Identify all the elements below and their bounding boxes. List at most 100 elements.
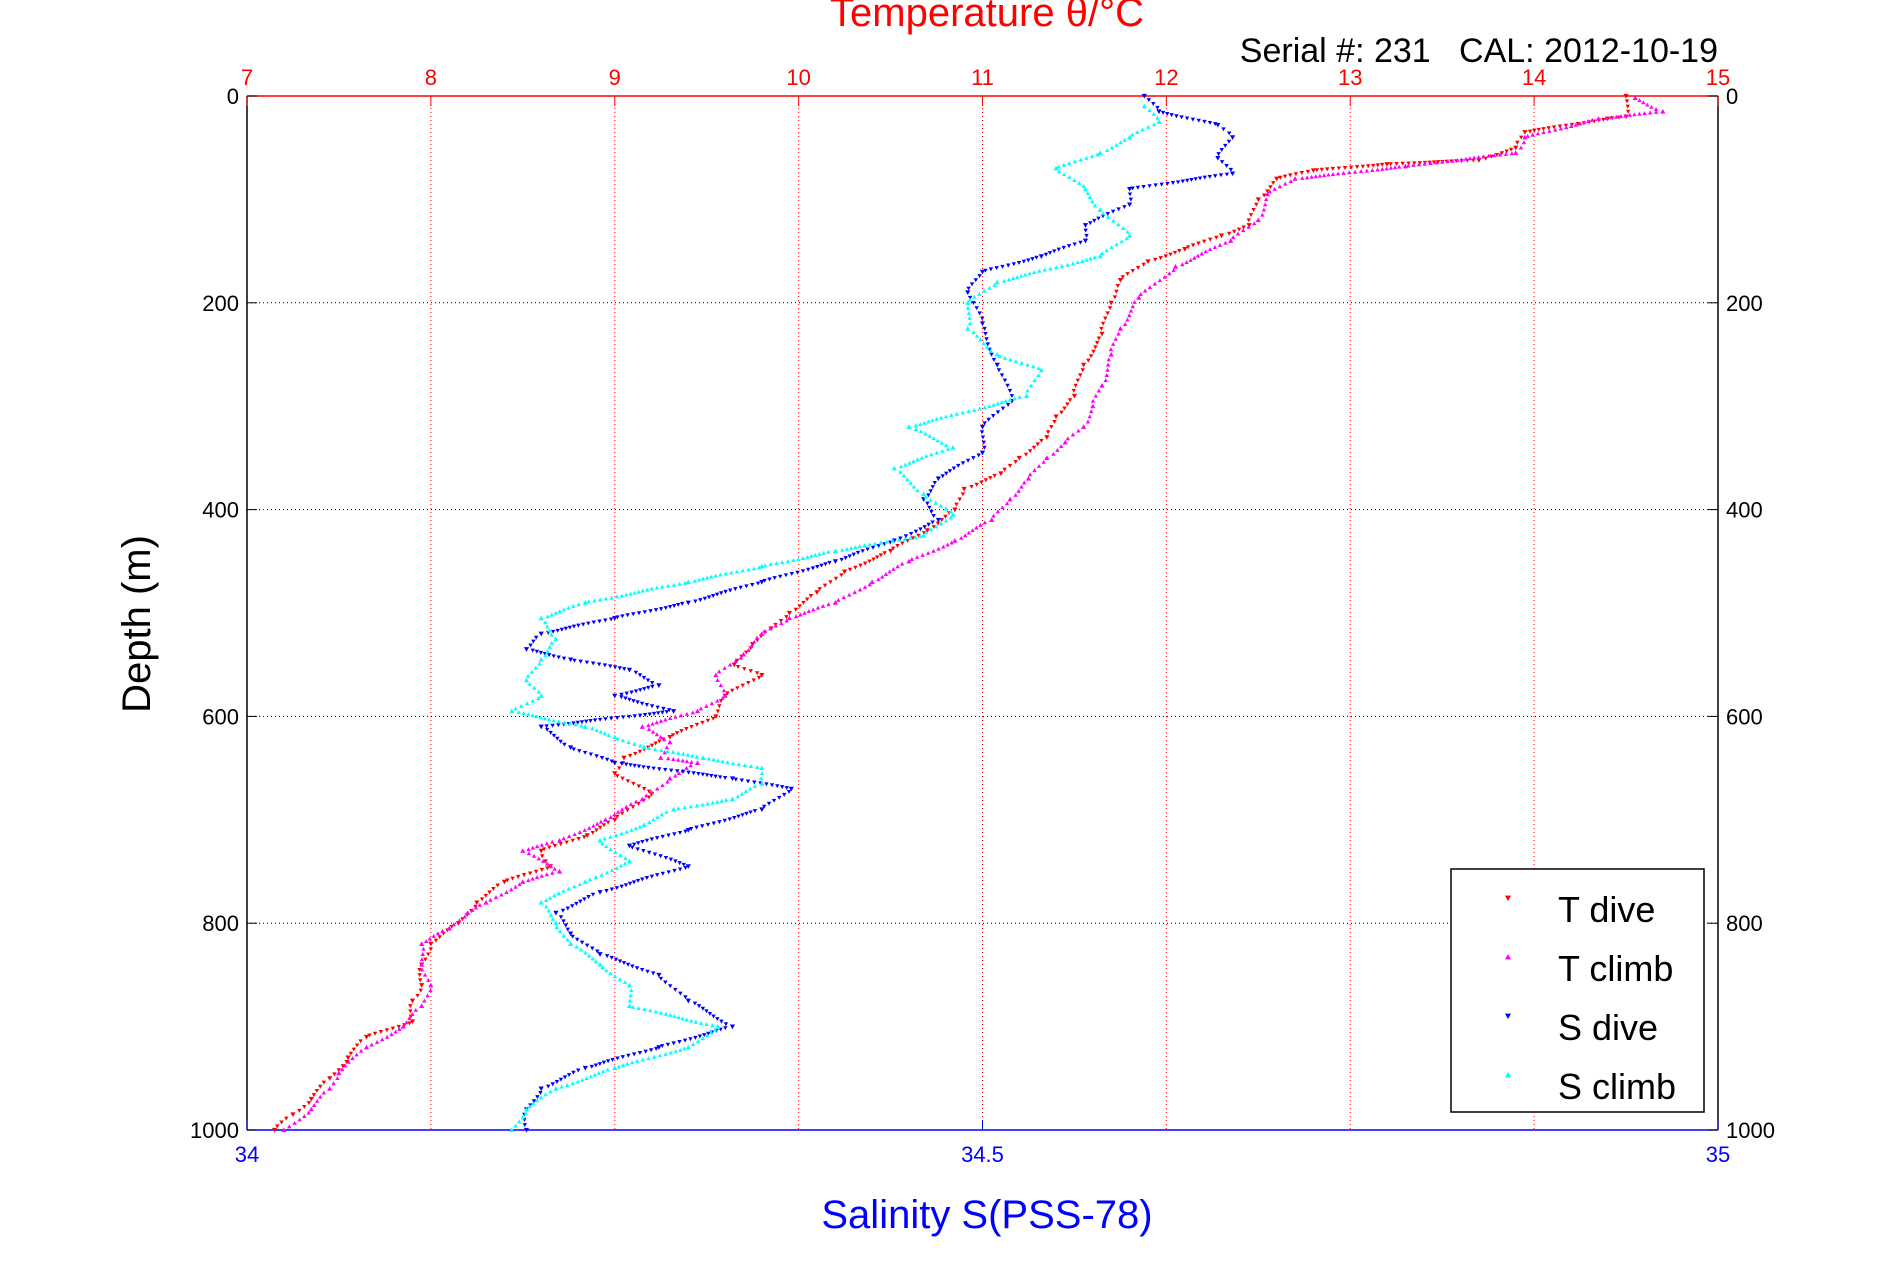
data-point-sample (428, 988, 433, 993)
data-point-sample (562, 1075, 568, 1080)
data-point-sample (896, 537, 902, 542)
data-point-sample (1330, 166, 1336, 171)
data-point-sample (579, 723, 584, 728)
data-point-sample (980, 435, 986, 440)
data-point-sample (930, 485, 935, 490)
data-point-sample (1067, 161, 1072, 165)
data-point-sample (547, 628, 552, 633)
data-point-sample (696, 771, 701, 776)
data-point-sample (1091, 349, 1096, 354)
data-point-sample (880, 574, 885, 579)
data-point-sample (509, 887, 514, 892)
data-point-sample (637, 824, 643, 829)
data-point-sample (1132, 299, 1137, 304)
data-point-sample (561, 888, 566, 893)
data-point-sample (890, 546, 896, 551)
data-point-sample (767, 577, 772, 582)
data-point-sample (539, 868, 545, 872)
data-point-sample (548, 912, 554, 917)
data-point-sample (1114, 242, 1119, 247)
data-point-sample (884, 539, 889, 544)
data-point-sample (1177, 249, 1182, 254)
data-point-sample (1011, 262, 1016, 267)
data-point-sample (535, 844, 540, 849)
data-point-sample (653, 1046, 659, 1051)
data-point (1044, 455, 1050, 460)
data-point-sample (590, 726, 595, 731)
data-point-sample (928, 489, 933, 494)
data-point (694, 708, 701, 714)
data-point (731, 662, 737, 668)
data-point-sample (639, 967, 645, 972)
data-point-sample (870, 545, 876, 550)
data-point-sample (275, 1124, 280, 1129)
data-point-sample (571, 747, 576, 752)
data-point-sample (923, 530, 929, 535)
data-point-sample (1087, 414, 1092, 419)
data-point-sample (389, 1032, 394, 1037)
data-point (685, 828, 691, 833)
data-point-sample (588, 752, 594, 757)
data-point-sample (609, 955, 614, 960)
data-point-sample (755, 581, 761, 586)
data-point-sample (626, 740, 631, 745)
data-point-sample (911, 459, 916, 464)
data-point-sample (707, 1011, 713, 1016)
data-point-sample (682, 1046, 687, 1051)
data-point-sample (527, 681, 532, 686)
data-point-sample (597, 597, 603, 602)
data-point-sample (965, 458, 971, 463)
data-point (965, 300, 971, 305)
data-point-sample (954, 502, 959, 507)
data-point (271, 1127, 278, 1133)
data-point-sample (410, 1011, 415, 1016)
data-point-sample (390, 1026, 396, 1031)
data-point-sample (852, 590, 857, 595)
data-point-sample (527, 871, 533, 876)
data-point-sample (732, 815, 737, 820)
data-point-sample (988, 348, 994, 353)
data-point (979, 321, 986, 327)
data-point-sample (840, 547, 845, 552)
data-point-sample (1299, 171, 1305, 176)
data-point (1229, 135, 1236, 140)
data-point-sample (599, 872, 604, 877)
data-point-sample (690, 710, 696, 715)
data-point-sample (1018, 273, 1024, 278)
data-point-sample (723, 1026, 728, 1031)
data-point-sample (314, 1088, 320, 1093)
data-point-sample (689, 759, 694, 764)
data-point-sample (1265, 189, 1270, 194)
data-point-sample (1055, 447, 1060, 452)
data-point-sample (855, 550, 861, 555)
data-point-sample (595, 949, 600, 954)
data-point (658, 755, 664, 760)
data-point-sample (679, 729, 684, 734)
data-point (950, 512, 956, 517)
data-point-sample (820, 603, 826, 608)
data-point-sample (526, 878, 531, 883)
data-point-sample (809, 553, 814, 558)
data-point-sample (1417, 161, 1423, 166)
data-point-sample (761, 804, 767, 809)
data-point-sample (948, 515, 954, 520)
data-point-sample (978, 337, 983, 342)
data-point-sample (1400, 161, 1405, 166)
data-point-sample (663, 980, 668, 985)
data-point-sample (972, 294, 977, 299)
data-point-sample (1160, 110, 1166, 115)
data-point-sample (676, 750, 681, 755)
data-point-sample (926, 522, 931, 527)
top-tick-label: 10 (786, 65, 810, 90)
data-point-sample (517, 1119, 522, 1124)
data-point-sample (730, 688, 735, 693)
data-point (612, 1065, 618, 1071)
data-point-sample (1006, 277, 1012, 282)
data-point-sample (648, 609, 653, 614)
data-point-sample (1031, 445, 1037, 450)
data-point (639, 796, 645, 802)
data-point-sample (1045, 430, 1051, 435)
data-point-sample (1028, 472, 1033, 477)
data-point (612, 616, 618, 621)
data-point-sample (612, 974, 618, 979)
